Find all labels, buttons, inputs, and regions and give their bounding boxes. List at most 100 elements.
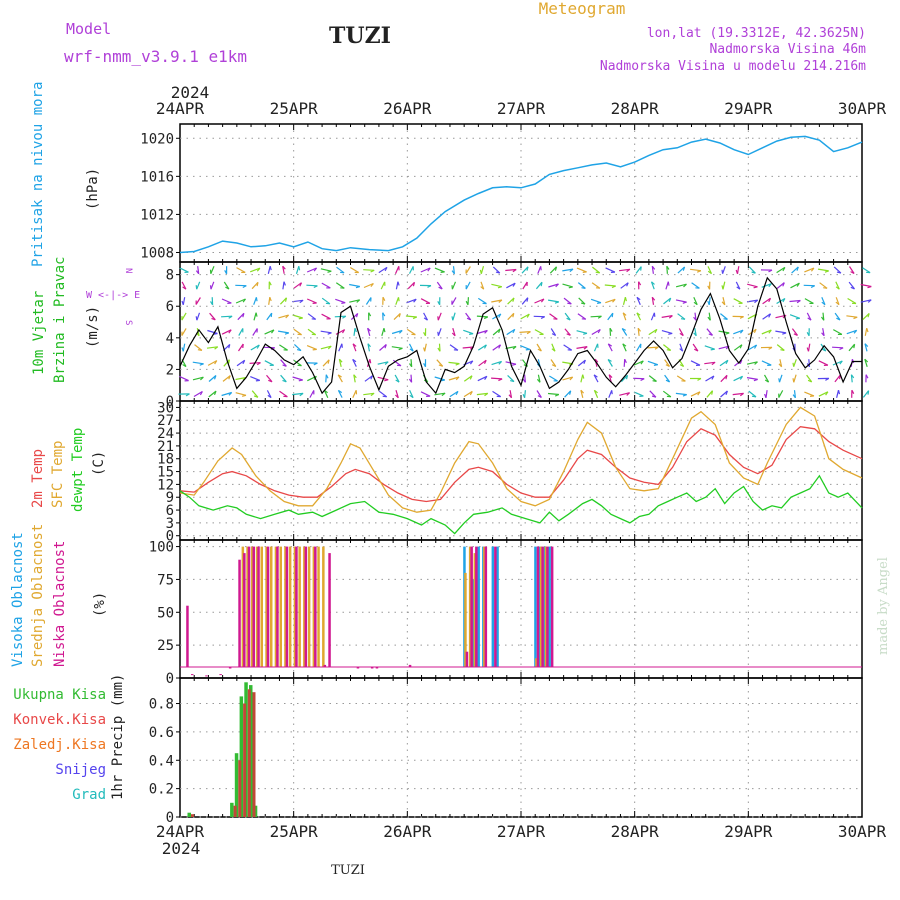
- footer-station: TUZI: [331, 863, 365, 878]
- wind-arrow-head: [354, 327, 357, 333]
- wind-arrow-head: [213, 332, 218, 335]
- wind-arrow: [534, 329, 544, 335]
- wind-arrow-head: [607, 343, 613, 347]
- wind-arrow: [408, 343, 414, 352]
- wind-arrow: [379, 344, 387, 351]
- wind-arrow: [661, 315, 673, 318]
- wind-arrow-head: [438, 364, 443, 367]
- wind-arrow: [350, 312, 359, 321]
- wind-arrow-head: [836, 317, 841, 321]
- wind-arrow: [434, 376, 445, 381]
- wind-arrow: [209, 312, 216, 321]
- wind-arrow-head: [566, 317, 571, 321]
- wind-arrow: [322, 359, 330, 367]
- wind-arrow: [306, 267, 317, 273]
- precip-panel: 0 0.2 0.4 0.6 0.8 Ukupna Kisa Konvek.Kisa Za…: [13, 674, 863, 826]
- wind-arrow-head: [682, 394, 687, 397]
- wind-arrow: [847, 297, 857, 305]
- wind-arrow-head: [824, 270, 829, 273]
- precip-legend-frz: Zaledj.Kisa: [13, 737, 106, 753]
- wind-arrow: [819, 282, 828, 289]
- wind-arrow: [622, 297, 626, 305]
- wind-arrow-head: [268, 281, 272, 286]
- wind-arrow: [380, 281, 386, 290]
- cloud-bar: [205, 675, 208, 677]
- wind-arrow-head: [255, 297, 258, 302]
- wind-arrow: [452, 328, 456, 336]
- wind-arrow: [608, 374, 612, 383]
- wind-arrow: [278, 314, 289, 319]
- wind-arrow-head: [768, 269, 773, 273]
- wind-arrow: [491, 360, 502, 366]
- wind-arrow: [179, 375, 189, 382]
- wind-arrow-head: [867, 299, 872, 303]
- wind-arrow-head: [853, 316, 858, 320]
- wind-arrow-head: [651, 395, 657, 398]
- wind-arrow: [864, 359, 868, 367]
- wind-arrow-head: [412, 316, 418, 320]
- wind-arrow: [420, 298, 431, 304]
- wind-arrow: [337, 390, 343, 398]
- wind-arrow-head: [651, 296, 656, 301]
- wind-arrow-head: [568, 286, 573, 289]
- wind-arrow-head: [782, 298, 786, 303]
- wind-arrow-head: [612, 298, 616, 303]
- wind-arrow-head: [228, 359, 230, 364]
- wind-arrow: [707, 266, 713, 274]
- wind-arrow: [349, 283, 360, 288]
- wind-arrow: [790, 282, 800, 289]
- cloud-bar: [356, 667, 360, 669]
- wind-arrow-head: [255, 379, 260, 382]
- y-tick-label: 25: [157, 638, 174, 654]
- wind-arrow-head: [693, 332, 697, 337]
- wind-arrow-head: [667, 281, 670, 286]
- wind-arrow-head: [864, 358, 869, 363]
- wind-arrow-head: [708, 333, 713, 336]
- wind-arrow-head: [384, 379, 389, 382]
- wind-arrow-head: [796, 266, 799, 271]
- wind-arrow: [410, 374, 413, 383]
- wind-arrow: [677, 266, 686, 274]
- date-axis-top: 24APR 25APR 26APR 27APR 28APR 29APR 30APR: [156, 99, 887, 118]
- wind-arrow: [451, 281, 457, 290]
- wind-arrow: [221, 298, 232, 304]
- wind-speed-line: [179, 276, 862, 395]
- wind-arrow: [761, 360, 772, 366]
- wind-arrow-head: [327, 270, 332, 273]
- wind-arrow-head: [195, 285, 198, 290]
- wind-arrow-head: [569, 376, 574, 381]
- wind-arrow: [266, 390, 272, 398]
- wind-arrow: [833, 266, 842, 274]
- wind-arrow-head: [736, 286, 741, 290]
- year-top: 2024: [171, 83, 210, 102]
- wind-arrow-head: [268, 379, 273, 383]
- wind-arrow-head: [554, 266, 558, 271]
- wind-arrow-head: [195, 270, 200, 275]
- wind-arrow: [436, 359, 444, 367]
- wind-arrow-head: [526, 266, 529, 271]
- wind-arrow: [578, 297, 586, 305]
- wind-arrow-head: [821, 332, 825, 337]
- y-tick-label: 0.6: [149, 725, 174, 741]
- wind-arrow-head: [809, 395, 815, 397]
- wind-arrow-head: [764, 379, 769, 383]
- wind-arrow-head: [338, 358, 343, 363]
- wind-arrow-head: [382, 296, 386, 301]
- wind-arrow-head: [835, 286, 840, 290]
- wind-arrow-head: [821, 301, 826, 306]
- wind-arrow-head: [199, 391, 203, 396]
- cloud-bar: [322, 546, 325, 667]
- wind-arrow-head: [468, 333, 474, 335]
- wind-arrow: [761, 283, 772, 288]
- wind-arrow-head: [526, 331, 531, 335]
- wind-arrow: [279, 297, 287, 305]
- wind-arrow-head: [537, 348, 542, 352]
- wind-arrow: [321, 313, 331, 320]
- wind-arrow: [779, 359, 783, 367]
- wind-arrow-head: [821, 348, 827, 352]
- wind-arrow: [223, 281, 230, 290]
- cloud-bar: [468, 546, 472, 667]
- wind-arrow-head: [437, 331, 439, 336]
- wind-arrow: [848, 343, 856, 352]
- wind-arrow-head: [353, 374, 357, 379]
